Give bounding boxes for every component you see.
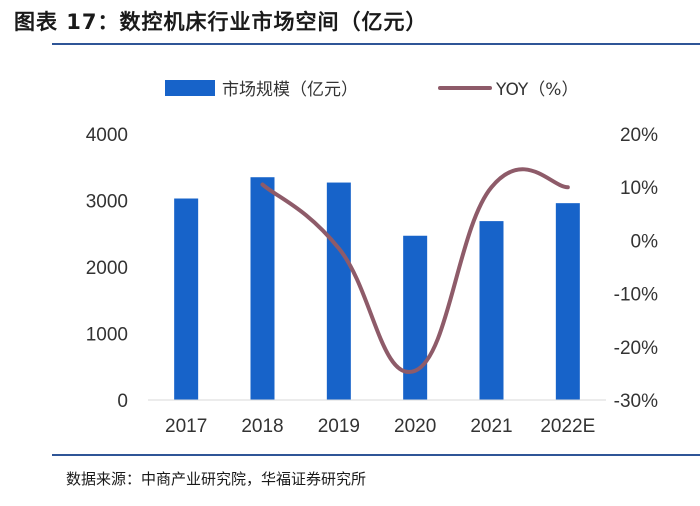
- right-tick-label: 20%: [620, 125, 658, 146]
- right-axis: -30% -20% -10% 0% 10% 20%: [614, 125, 658, 412]
- left-tick-label: 4000: [86, 125, 128, 146]
- legend-bar-label: 市场规模（亿元）: [222, 80, 358, 100]
- bar-2022E: [555, 203, 580, 400]
- legend-line-label: YOY（%）: [495, 80, 578, 100]
- bar-2017: [174, 198, 199, 400]
- right-tick-label: -10%: [614, 285, 658, 306]
- legend-bar-swatch: [165, 80, 215, 96]
- left-tick-label: 2000: [86, 258, 128, 279]
- bar-2021: [479, 221, 504, 400]
- left-tick-label: 1000: [86, 325, 128, 346]
- x-tick-label: 2017: [165, 416, 207, 437]
- left-axis: 0 1000 2000 3000 4000: [86, 125, 128, 412]
- x-axis: 2017 2018 2019 2020 2021 2022E: [165, 416, 595, 437]
- x-tick-label: 2022E: [540, 416, 595, 437]
- right-tick-label: 10%: [620, 178, 658, 199]
- x-tick-label: 2020: [394, 416, 436, 437]
- x-tick-label: 2021: [470, 416, 512, 437]
- bar-2018: [250, 177, 275, 400]
- left-tick-label: 3000: [86, 192, 128, 213]
- right-tick-label: -20%: [614, 338, 658, 359]
- source-divider: [52, 454, 700, 456]
- left-tick-label: 0: [117, 391, 128, 412]
- bar-series: [174, 177, 580, 400]
- legend: 市场规模（亿元） YOY（%）: [165, 80, 578, 100]
- bar-2020: [403, 235, 428, 400]
- yoy-line-series: [260, 167, 570, 374]
- right-tick-label: -30%: [614, 391, 658, 412]
- title-divider: [52, 43, 700, 45]
- x-tick-label: 2018: [241, 416, 283, 437]
- yoy-line: [260, 167, 570, 374]
- chart-title: 图表 17：数控机床行业市场空间（亿元）: [14, 10, 428, 34]
- x-tick-label: 2019: [318, 416, 360, 437]
- right-tick-label: 0%: [631, 231, 659, 252]
- source-note: 数据来源：中商产业研究院，华福证券研究所: [66, 470, 367, 488]
- bar-2019: [326, 182, 351, 400]
